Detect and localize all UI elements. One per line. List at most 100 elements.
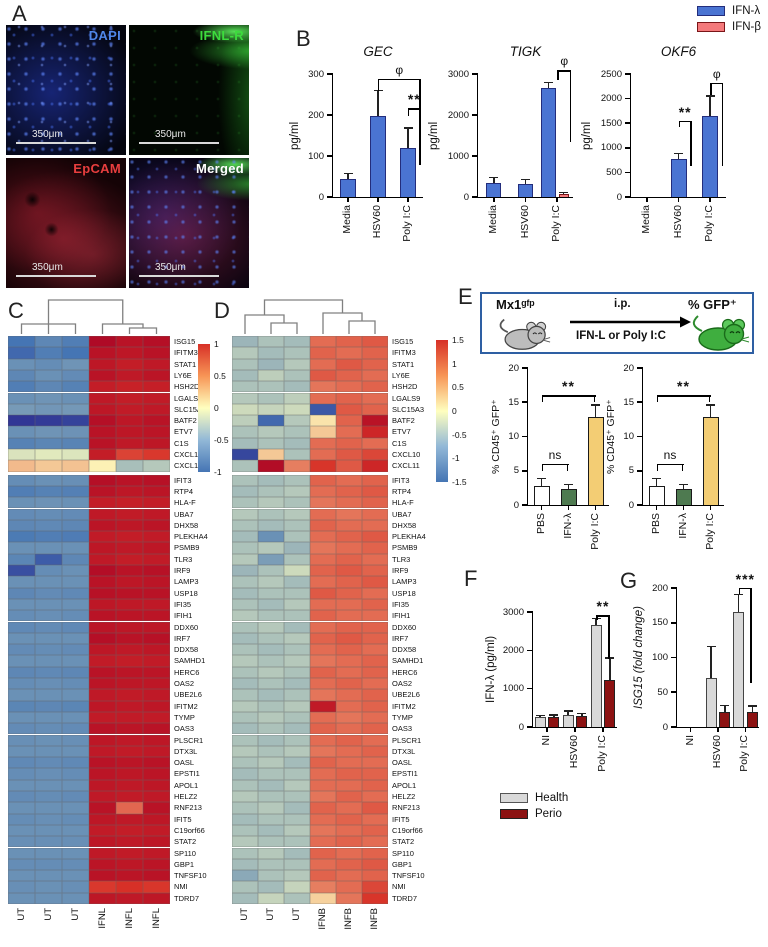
x-category-label: NI xyxy=(683,735,696,746)
heatmap-cell xyxy=(143,565,170,577)
heatmap-cell xyxy=(232,485,258,498)
gene-label: IRF7 xyxy=(392,633,409,643)
legend-health: Health Perio xyxy=(500,792,568,824)
heatmap-cell xyxy=(284,449,310,461)
heatmap-cell xyxy=(116,813,143,825)
heatmap-cell xyxy=(116,497,143,509)
heatmap-cell xyxy=(35,666,62,678)
gene-label: TYMP xyxy=(174,712,195,722)
y-tick-label: 20 xyxy=(623,362,634,374)
heatmap-cell xyxy=(232,678,258,690)
heatmap-cell xyxy=(89,836,116,848)
heatmap-cell xyxy=(232,847,258,859)
heatmap-cell xyxy=(362,632,388,645)
heatmap-cell xyxy=(143,870,170,882)
heatmap-cell xyxy=(116,757,143,769)
heatmap-cell xyxy=(8,779,35,791)
heatmap-cell xyxy=(35,426,62,438)
heatmap-cell xyxy=(284,666,310,678)
micrograph-merged: Merged 350μm xyxy=(129,158,249,288)
heatmap-cell xyxy=(232,336,258,348)
heatmap-cell xyxy=(62,813,89,825)
gene-label: RTP4 xyxy=(392,486,412,496)
heatmap-cell xyxy=(8,791,35,803)
heatmap-cell xyxy=(116,403,143,416)
column-label: UT xyxy=(291,908,302,921)
legend-item: Health xyxy=(500,792,568,804)
heatmap-cell xyxy=(89,497,116,509)
heatmap-cell xyxy=(232,531,258,543)
error-bar xyxy=(724,705,726,713)
heatmap-cell xyxy=(232,870,258,882)
heatmap-cell xyxy=(284,791,310,803)
heatmap-cell xyxy=(284,779,310,791)
gene-label: NMI xyxy=(392,882,406,892)
heatmap-cell xyxy=(8,836,35,848)
panel-label-a: A xyxy=(12,1,27,26)
heatmap-cell xyxy=(62,485,89,498)
heatmap-cell xyxy=(336,610,362,622)
dendrogram-c xyxy=(20,299,158,334)
heatmap-cell xyxy=(116,508,143,520)
gene-label: OAS2 xyxy=(174,679,195,688)
heatmap-cell xyxy=(284,415,310,427)
heatmap-cell xyxy=(336,415,362,427)
y-tick-label: 3000 xyxy=(502,606,524,618)
heatmap-cell xyxy=(336,892,362,904)
bracket-drop xyxy=(656,395,658,403)
colorbar-c: 1 0.5 0 -0.5 -1 xyxy=(198,339,229,477)
chart-tigk: TIGK pg/ml 0 1000 2000 3000 Media HSV60 Poly I:C… xyxy=(428,44,573,242)
heatmap-cell xyxy=(336,858,362,871)
error-bar-cap xyxy=(403,127,413,129)
heatmap-cell xyxy=(232,449,258,461)
bar-PBS xyxy=(648,485,665,505)
heatmap-cell xyxy=(143,644,170,656)
heatmap-cell xyxy=(143,666,170,678)
heatmap-cell xyxy=(362,621,388,633)
error-bar xyxy=(540,478,543,486)
heatmap-cell xyxy=(232,757,258,769)
heatmap-cell xyxy=(62,779,89,791)
error-bar xyxy=(567,484,570,490)
dendrogram-d xyxy=(244,299,376,334)
significance-label: *** xyxy=(735,571,755,587)
heatmap-cell xyxy=(336,655,362,667)
heatmap-cell xyxy=(143,519,170,532)
heatmap-cell xyxy=(284,858,310,871)
heatmap-cell xyxy=(116,655,143,667)
heatmap-cell xyxy=(35,508,62,520)
heatmap-cell xyxy=(143,392,170,404)
heatmap-cell xyxy=(232,644,258,656)
heatmap-cell xyxy=(258,369,284,382)
panel-e-schematic: Mx1ᵍᶠᵖ i.p. IFN-L or Poly I:C % GFP⁺ xyxy=(480,292,754,354)
colorbar-tick: -0.5 xyxy=(214,435,229,445)
bar-IFN-λ xyxy=(370,115,386,197)
heatmap-cell xyxy=(143,449,170,461)
gene-label: PLSCR1 xyxy=(174,735,204,745)
heatmap-cell xyxy=(310,485,336,498)
gene-label: DDX60 xyxy=(392,622,417,632)
scale-bar xyxy=(16,275,96,277)
heatmap-cell xyxy=(8,598,35,611)
heatmap-cell xyxy=(284,576,310,588)
column-label: UT xyxy=(15,908,27,921)
gene-label: SLC15A3 xyxy=(174,404,207,414)
error-bar-cap xyxy=(549,714,559,716)
gene-label: ISG15 xyxy=(174,337,196,346)
heatmap-cell xyxy=(143,553,170,565)
heatmap-cell xyxy=(336,369,362,382)
heatmap-cell xyxy=(8,381,35,393)
heatmap-cell xyxy=(258,381,284,393)
error-bar-cap xyxy=(733,593,743,595)
significance-label: ** xyxy=(677,378,690,395)
gene-label: HELZ2 xyxy=(174,792,198,801)
gene-label: OAS2 xyxy=(392,679,413,688)
heatmap-cell xyxy=(143,437,170,449)
gene-label: TDRD7 xyxy=(174,893,200,903)
heatmap-cell xyxy=(362,700,388,712)
heatmap-cell xyxy=(116,678,143,690)
chart-title: GEC xyxy=(363,44,393,59)
heatmap-cell xyxy=(89,734,116,746)
gene-label: BATF2 xyxy=(392,416,415,426)
y-tick-label: 2000 xyxy=(502,644,524,656)
